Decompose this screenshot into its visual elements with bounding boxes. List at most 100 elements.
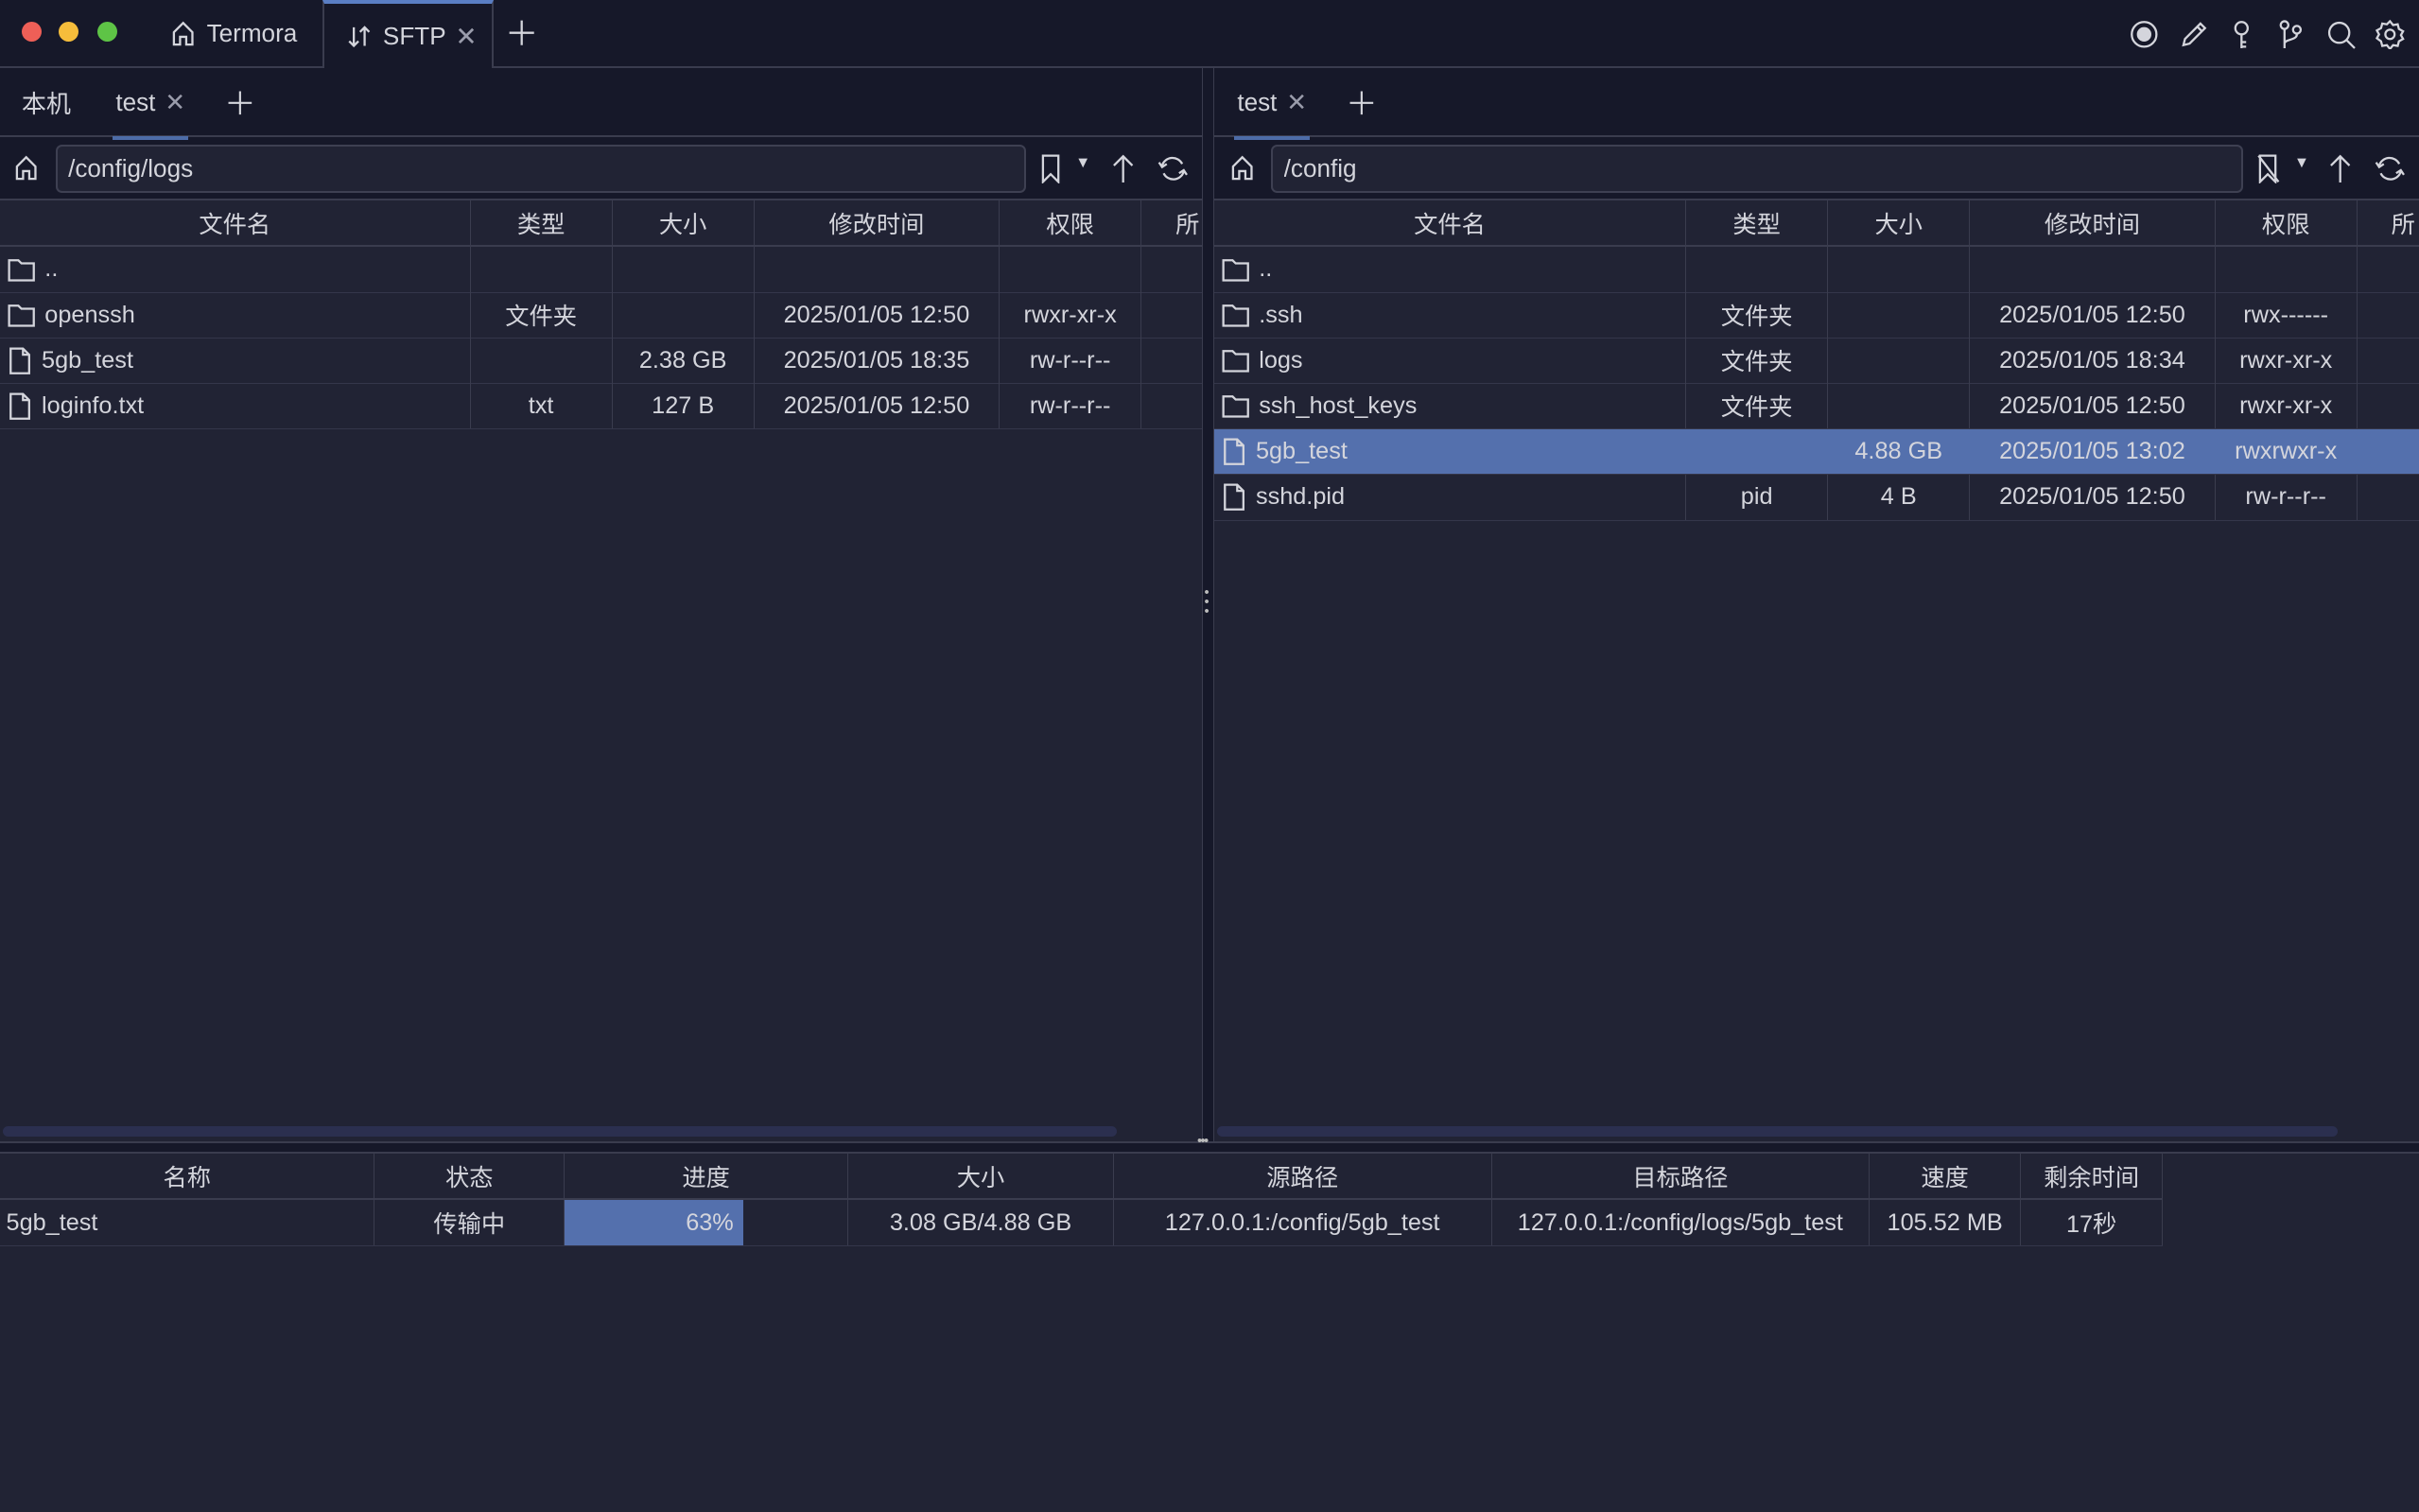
table-header: 文件名 类型 大小 修改时间 权限所: [0, 200, 1202, 248]
transfer-row[interactable]: 5gb_test 传输中 63% 3.08 GB/4.88 GB 127.0.0.1:/…: [0, 1200, 2164, 1247]
tab-test[interactable]: test ✕: [113, 68, 189, 141]
close-window-button[interactable]: [21, 21, 43, 43]
cell-owner: [1141, 338, 1202, 383]
cell-size: 3.08 GB/4.88 GB: [848, 1200, 1114, 1246]
left-path-bar: ▼: [0, 137, 1202, 201]
new-tab-button[interactable]: [227, 68, 253, 137]
drag-handle-icon[interactable]: •••: [1196, 1134, 1209, 1150]
column-header[interactable]: 权限: [2216, 200, 2358, 246]
column-header[interactable]: 名称: [0, 1154, 375, 1199]
search-icon[interactable]: [2323, 17, 2358, 51]
parent-dir-icon[interactable]: [1109, 153, 1137, 184]
file-row[interactable]: loginfo.txt txt 127 B 2025/01/05 12:50 rw-r-…: [0, 383, 1202, 430]
column-header[interactable]: 大小: [613, 200, 755, 246]
cell-text: rw-r--r--: [2245, 483, 2326, 511]
refresh-icon[interactable]: [1157, 153, 1189, 184]
path-input[interactable]: [55, 145, 1026, 193]
home-icon[interactable]: [1228, 154, 1256, 182]
bookmark-dropdown-icon[interactable]: ▼: [1075, 154, 1091, 172]
horizontal-divider[interactable]: •••: [0, 1134, 2419, 1155]
cell-text: logs: [1259, 346, 1303, 374]
column-header[interactable]: 目标路径: [1492, 1154, 1871, 1199]
file-row[interactable]: sshd.pid pid 4 B 2025/01/05 12:50 rw-r--r--: [1213, 474, 2419, 521]
path-input[interactable]: [1271, 145, 2244, 193]
drag-handle-icon[interactable]: •••: [1204, 585, 1210, 619]
column-header[interactable]: 文件名: [1214, 200, 1687, 246]
column-header[interactable]: 类型: [1686, 200, 1829, 246]
column-header[interactable]: 速度: [1870, 1154, 2022, 1199]
progress-text: 63%: [686, 1208, 734, 1236]
gear-icon[interactable]: [2373, 17, 2407, 51]
bookmark-icon[interactable]: [1038, 154, 1063, 184]
column-header[interactable]: 大小: [1828, 200, 1971, 246]
column-header[interactable]: 所: [1141, 200, 1202, 245]
cell-type: [471, 338, 613, 384]
bookmark-off-icon[interactable]: [2255, 154, 2280, 184]
progress-bar: 63%: [565, 1200, 849, 1246]
file-row[interactable]: .ssh 文件夹 2025/01/05 12:50 rwx------: [1213, 292, 2419, 339]
file-row[interactable]: 5gb_test 2.38 GB 2025/01/05 18:35 rw-r--r--: [0, 338, 1202, 385]
cell-remaining: 17秒: [2021, 1200, 2164, 1246]
folder-icon: [1222, 348, 1249, 373]
new-tab-button[interactable]: [504, 14, 538, 51]
file-row[interactable]: ..: [0, 247, 1202, 293]
column-header[interactable]: 类型: [471, 200, 613, 246]
home-icon: [169, 20, 197, 47]
column-header[interactable]: 文件名: [0, 200, 471, 246]
close-tab-icon[interactable]: ✕: [165, 87, 186, 116]
cell-type: [1686, 428, 1829, 475]
record-icon[interactable]: [2128, 17, 2162, 51]
horizontal-scrollbar[interactable]: [3, 1125, 1118, 1138]
cell-text: 4 B: [1880, 483, 1917, 511]
new-tab-button[interactable]: [1349, 68, 1375, 137]
pencil-icon[interactable]: [2177, 17, 2211, 51]
cell-name: 5gb_test: [0, 1200, 375, 1246]
column-header[interactable]: 修改时间: [1970, 200, 2216, 246]
parent-dir-icon[interactable]: [2326, 153, 2354, 184]
cell-owner: [2358, 475, 2419, 520]
horizontal-scrollbar[interactable]: [1217, 1125, 2338, 1138]
maximize-window-button[interactable]: [96, 21, 117, 43]
cell-name: 5gb_test: [0, 338, 471, 384]
cell-owner: [2358, 292, 2419, 338]
column-header[interactable]: 所: [2358, 200, 2419, 245]
right-file-table: 文件名 类型 大小 修改时间 权限所 .. .ssh 文件夹 2025/01/05 12:50…: [1213, 200, 2419, 1142]
cell-type: pid: [1686, 474, 1829, 520]
cell-name: ..: [1214, 247, 1687, 292]
right-path-bar: ▼: [1213, 137, 2419, 201]
column-header[interactable]: 修改时间: [755, 200, 1001, 246]
close-tab-icon[interactable]: ✕: [1286, 87, 1308, 116]
home-icon[interactable]: [12, 154, 40, 182]
tab-local[interactable]: 本机: [22, 68, 71, 137]
file-row[interactable]: logs 文件夹 2025/01/05 18:34 rwxr-xr-x: [1213, 338, 2419, 385]
file-row[interactable]: ..: [1213, 247, 2419, 293]
column-header[interactable]: 状态: [374, 1154, 566, 1199]
tab-test[interactable]: test ✕: [1234, 68, 1311, 141]
key-icon[interactable]: [2224, 17, 2258, 51]
cell-text: 2025/01/05 12:50: [1999, 301, 2185, 328]
table-header: 名称 状态 进度 大小 源路径 目标路径 速度 剩余时间: [0, 1154, 2164, 1201]
file-icon: [1222, 438, 1246, 465]
tab-sftp[interactable]: SFTP ✕: [322, 0, 495, 70]
cell-name: ssh_host_keys: [1214, 383, 1687, 429]
column-header[interactable]: 大小: [848, 1154, 1114, 1199]
cell-text: 2025/01/05 18:35: [783, 346, 970, 374]
cell-owner: [2358, 338, 2419, 383]
column-header[interactable]: 剩余时间: [2021, 1154, 2164, 1199]
pane-divider[interactable]: • • •: [1201, 67, 1214, 1142]
tab-termora[interactable]: Termora: [148, 0, 320, 68]
close-tab-icon[interactable]: ✕: [455, 22, 478, 52]
file-icon: [8, 347, 32, 374]
git-branch-icon[interactable]: [2274, 17, 2308, 51]
cell-owner: [2358, 247, 2419, 292]
column-header[interactable]: 源路径: [1114, 1154, 1492, 1199]
file-row[interactable]: ssh_host_keys 文件夹 2025/01/05 12:50 rwxr-xr-…: [1213, 383, 2419, 430]
file-row[interactable]: openssh 文件夹 2025/01/05 12:50 rwxr-xr-x: [0, 292, 1202, 339]
refresh-icon[interactable]: [2375, 153, 2406, 184]
file-row[interactable]: 5gb_test 4.88 GB 2025/01/05 13:02 rwxrwxr-x: [1213, 428, 2419, 476]
minimize-window-button[interactable]: [58, 21, 79, 43]
bookmark-dropdown-icon[interactable]: ▼: [2293, 154, 2310, 172]
column-header[interactable]: 权限: [1000, 200, 1142, 246]
column-header[interactable]: 进度: [565, 1154, 849, 1199]
